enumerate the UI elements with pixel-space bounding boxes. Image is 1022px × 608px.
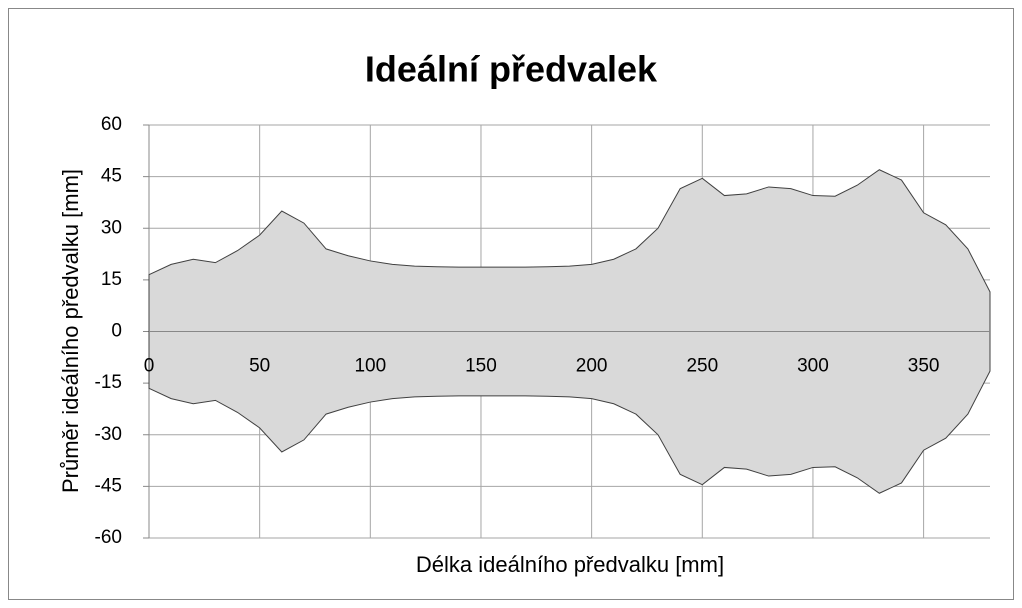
y-tick-label: 0 — [111, 321, 122, 342]
x-tick-label: 50 — [249, 356, 270, 377]
x-tick-label: 150 — [465, 356, 497, 377]
y-tick-label: -15 — [95, 372, 122, 393]
y-tick-label: -60 — [95, 527, 122, 548]
area — [148, 331, 991, 494]
y-tick-label: 60 — [101, 114, 122, 135]
x-tick-label: 200 — [576, 356, 608, 377]
y-tick-label: 45 — [101, 166, 122, 187]
x-tick-label: 0 — [144, 356, 155, 377]
x-axis-label: Délka ideálního předvalku [mm] — [416, 552, 724, 577]
area — [148, 169, 991, 332]
chart-title: Ideální předvalek — [365, 49, 658, 90]
y-axis-label: Průměr ideálního předvalku [mm] — [58, 169, 83, 493]
y-tick-label: 30 — [101, 217, 122, 238]
y-tick-label: 15 — [101, 269, 122, 290]
x-tick-label: 250 — [686, 356, 718, 377]
y-tick-label: -30 — [95, 424, 122, 445]
x-tick-label: 100 — [354, 356, 386, 377]
y-tick-label: -45 — [95, 475, 122, 496]
x-tick-label: 300 — [797, 356, 829, 377]
x-tick-label: 350 — [908, 356, 940, 377]
